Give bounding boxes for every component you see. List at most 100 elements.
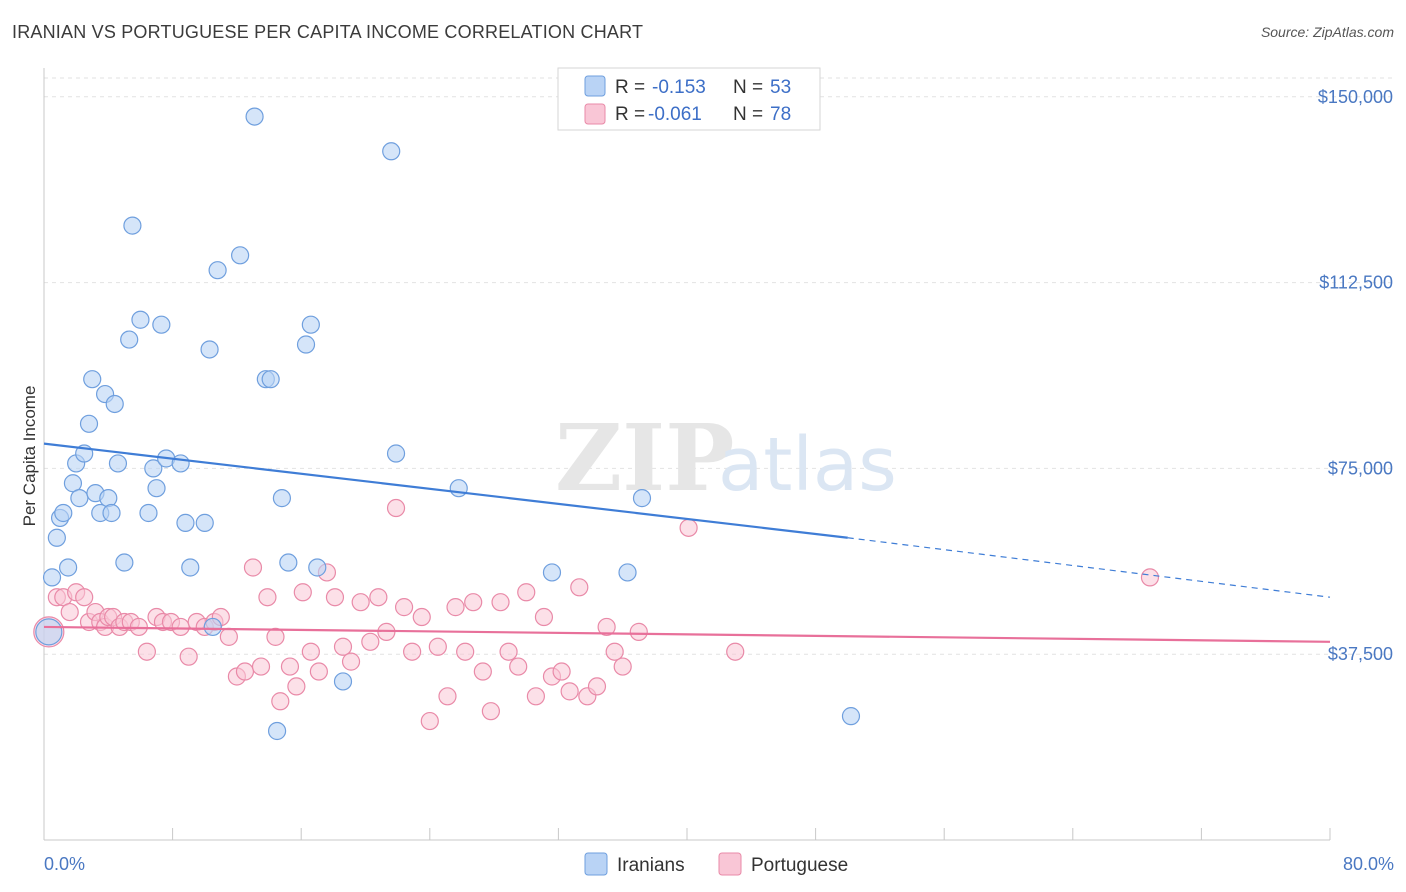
iranians-point — [231, 246, 250, 265]
trend-lines — [43, 442, 1331, 643]
portuguese-point — [534, 607, 554, 627]
watermark-atlas: atlas — [718, 422, 897, 508]
iranians-point — [632, 489, 652, 508]
portuguese-point — [517, 583, 536, 602]
portuguese-point — [293, 583, 312, 602]
series-legend-label-portuguese: Portuguese — [751, 855, 848, 876]
portuguese-point — [179, 647, 198, 666]
iranians-point — [296, 335, 316, 354]
y-tick-label: $112,500 — [1319, 273, 1393, 293]
portuguese-point — [251, 657, 271, 676]
portuguese-point — [266, 627, 285, 646]
chart-source: Source: ZipAtlas.com — [1260, 24, 1394, 40]
iranians-point — [59, 558, 78, 577]
iranians-point — [272, 489, 292, 508]
legend-swatch-portuguese — [584, 103, 606, 125]
iranians-point — [200, 340, 219, 359]
portuguese-point — [679, 518, 698, 537]
trend-line-portuguese — [43, 625, 1331, 643]
portuguese-point — [456, 642, 475, 661]
portuguese-point — [333, 637, 353, 656]
portuguese-point — [403, 642, 422, 661]
iranians-point — [79, 414, 99, 433]
iranians-point — [139, 503, 158, 523]
iranians-point — [333, 672, 353, 691]
iranians-point — [105, 394, 124, 414]
series-legend: Iranians Portuguese — [584, 852, 848, 876]
iranians-point — [131, 310, 150, 329]
portuguese-point — [428, 637, 447, 656]
iranians-point — [261, 370, 280, 389]
iranians-point — [203, 617, 222, 637]
portuguese-point — [629, 622, 648, 641]
portuguese-point — [341, 652, 361, 671]
portuguese-point — [271, 692, 290, 711]
y-tick-labels: $37,500 $75,000 $112,500 $150,000 — [1318, 87, 1393, 664]
trend-line-dashed-iranians — [847, 537, 1331, 598]
iranians-point — [279, 553, 298, 572]
iranians-point — [386, 444, 406, 463]
iranians-point — [144, 459, 163, 478]
portuguese-point — [361, 632, 380, 651]
legend-r-value-portuguese: -0.061 — [648, 104, 702, 125]
legend-r-label-portuguese: R = — [615, 104, 645, 125]
x-tick-label-min: 0.0% — [44, 854, 85, 874]
portuguese-point — [369, 588, 388, 607]
iranians-point — [108, 454, 128, 473]
portuguese-point — [386, 498, 406, 518]
legend-swatch-iranians — [584, 75, 606, 97]
x-tick-labels: 0.0% 80.0% — [44, 854, 1394, 874]
portuguese-point — [301, 642, 320, 661]
legend-n-value-portuguese: 78 — [770, 104, 791, 125]
portuguese-point — [235, 662, 255, 681]
iranians-point — [147, 479, 166, 498]
portuguese-point — [412, 607, 431, 627]
portuguese-point — [597, 617, 616, 637]
y-tick-label: $75,000 — [1328, 458, 1393, 478]
iranians-point — [382, 142, 401, 161]
trend-line-iranians — [43, 442, 848, 539]
iranians-point — [47, 528, 66, 547]
portuguese-point — [1140, 568, 1160, 587]
iranians-point — [83, 370, 102, 389]
portuguese-point — [137, 642, 156, 661]
portuguese-point — [243, 558, 263, 577]
y-axis-label: Per Capita Income — [20, 386, 39, 527]
legend-n-label-iranians: N = — [733, 77, 763, 98]
iranians-point — [54, 503, 73, 523]
portuguese-point — [171, 617, 190, 637]
portuguese-point — [526, 687, 545, 706]
portuguese-point — [491, 593, 510, 612]
iranians-point — [308, 558, 327, 577]
iranians-point — [245, 107, 264, 126]
portuguese-point — [438, 687, 457, 706]
iranians-point — [42, 568, 62, 587]
x-tick-label-max: 80.0% — [1343, 854, 1394, 874]
series-legend-swatch-iranians — [584, 852, 608, 876]
portuguese-point — [280, 657, 300, 676]
portuguese-point — [446, 598, 465, 617]
portuguese-point — [509, 657, 528, 676]
y-tick-label: $37,500 — [1328, 644, 1393, 664]
iranians-point — [449, 479, 468, 498]
portuguese-point — [219, 627, 238, 646]
portuguese-point — [613, 657, 632, 676]
portuguese-point — [605, 642, 624, 661]
portuguese-point — [325, 588, 345, 607]
iranians-point — [70, 489, 89, 508]
portuguese-point — [552, 662, 571, 681]
iranians-point — [120, 330, 139, 349]
portuguese-point — [420, 711, 439, 731]
chart-title: IRANIAN VS PORTUGUESE PER CAPITA INCOME … — [12, 22, 644, 42]
portuguese-point — [587, 677, 607, 696]
series-legend-label-iranians: Iranians — [617, 855, 685, 876]
legend-n-value-iranians: 53 — [770, 77, 791, 98]
iranians-point — [152, 315, 171, 334]
iranians-point — [176, 513, 195, 532]
iranians-point — [542, 563, 562, 582]
iranians-point — [301, 315, 320, 334]
portuguese-point — [499, 642, 518, 661]
portuguese-point — [560, 682, 579, 701]
portuguese-point — [60, 602, 79, 622]
